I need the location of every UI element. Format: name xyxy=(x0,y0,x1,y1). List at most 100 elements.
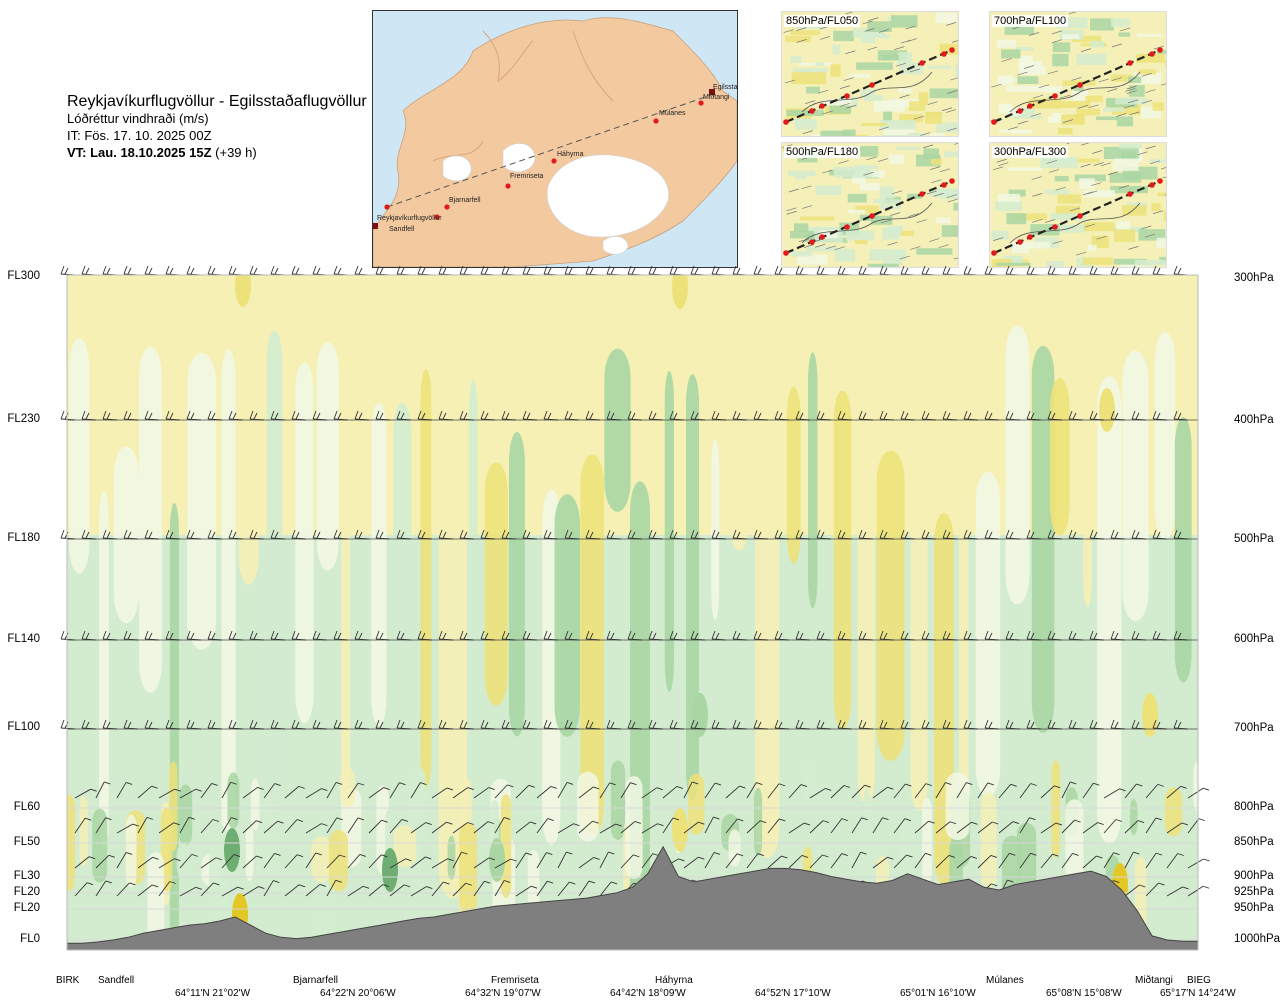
minimap-barb xyxy=(945,109,956,113)
field-cell xyxy=(1165,787,1183,837)
wind-barb xyxy=(1026,719,1042,730)
minimap-cell xyxy=(929,133,945,136)
minimap-barb xyxy=(864,28,875,32)
field-cell xyxy=(92,808,108,883)
wind-barb xyxy=(620,854,640,869)
map-label-fremriseta: Fremriseta xyxy=(510,173,544,180)
minimap-cell xyxy=(1055,17,1088,29)
minimap-cell xyxy=(880,199,902,210)
wind-barb xyxy=(123,529,139,540)
wind-barb xyxy=(956,782,973,799)
wind-barb xyxy=(690,630,706,641)
wind-barb xyxy=(599,823,622,834)
minimap-cell xyxy=(1003,78,1026,82)
minimap-cell xyxy=(1122,205,1147,216)
field-cell xyxy=(1129,798,1138,836)
wind-barb xyxy=(893,854,913,869)
wind-barb xyxy=(879,719,895,730)
minimap-cell xyxy=(916,248,953,255)
wind-barb xyxy=(746,853,764,869)
field-stripe xyxy=(857,339,875,804)
wind-barb xyxy=(116,823,139,834)
field-cell xyxy=(125,814,137,888)
wind-barb xyxy=(291,719,307,730)
field-cell xyxy=(459,823,478,914)
wind-barb xyxy=(858,529,874,540)
field-cell xyxy=(688,773,705,835)
wind-barb xyxy=(998,821,1020,834)
field-stripe xyxy=(438,487,467,899)
wind-barb xyxy=(179,853,198,869)
minimap-barb xyxy=(878,126,889,131)
field-cell xyxy=(857,827,881,884)
wind-barb xyxy=(123,410,139,421)
minimap-label: 300hPa/FL300 xyxy=(992,146,1069,158)
wind-barb xyxy=(1152,630,1168,641)
field-cell xyxy=(209,824,229,932)
wind-barb xyxy=(333,410,349,421)
minimap-cell xyxy=(953,202,958,211)
minimap-barb xyxy=(1128,246,1139,250)
minimap-cell xyxy=(819,230,838,239)
minimap-barb xyxy=(998,162,1009,166)
wind-barb xyxy=(144,410,160,421)
minimap-barb xyxy=(1030,113,1041,117)
wind-barb xyxy=(879,410,895,421)
minimap-waypoint xyxy=(1127,60,1133,66)
wind-barb xyxy=(536,880,554,897)
field-stripe xyxy=(729,397,749,551)
wind-barb xyxy=(1089,410,1105,421)
wind-barb xyxy=(137,856,159,869)
wind-barb xyxy=(1187,858,1210,869)
minimap-cell xyxy=(873,199,884,203)
minimap-barb xyxy=(1051,30,1062,35)
waypoint-label: Háhyrna xyxy=(655,975,693,986)
minimap-barb xyxy=(1126,90,1137,94)
wind-barb xyxy=(1131,265,1147,276)
wind-barb xyxy=(123,719,139,730)
minimap-cell xyxy=(1006,85,1043,92)
minimap-cell xyxy=(1128,85,1145,97)
wind-barb xyxy=(1166,886,1189,897)
minimap-barb xyxy=(1080,163,1091,168)
wind-barb xyxy=(900,630,916,641)
wind-barb xyxy=(690,410,706,421)
minimap-barb xyxy=(1071,77,1082,81)
minimap-cell xyxy=(790,231,815,239)
wind-barb xyxy=(578,786,600,799)
minimap-cell xyxy=(822,99,852,106)
wind-barb xyxy=(438,529,454,540)
minimap-cell xyxy=(916,154,941,167)
wind-barb xyxy=(480,719,496,730)
field-stripe xyxy=(910,414,928,811)
minimap-cell xyxy=(1018,55,1033,67)
wind-barb xyxy=(375,529,391,540)
minimap-cell xyxy=(1071,35,1102,43)
field-cell xyxy=(1149,862,1170,911)
minimap-cell xyxy=(848,209,866,214)
coord-label: 64°32'N 19°07'W xyxy=(465,988,541,999)
wind-barb xyxy=(1047,719,1063,730)
minimap-barb xyxy=(822,169,833,174)
wind-barb xyxy=(1173,265,1189,276)
wind-barb xyxy=(683,781,699,799)
wind-barb xyxy=(480,630,496,641)
wind-barb xyxy=(368,819,388,834)
minimap-barb xyxy=(845,50,856,55)
wind-barb xyxy=(263,880,280,897)
minimap-cell xyxy=(856,62,893,70)
minimap-cell xyxy=(1138,69,1156,75)
wind-barb xyxy=(1152,410,1168,421)
minimap-barb xyxy=(801,205,813,209)
minimap-barb xyxy=(1031,176,1042,180)
minimap-barb xyxy=(1141,99,1153,104)
wind-barb xyxy=(431,858,454,869)
minimap-barb xyxy=(1028,32,1040,36)
wind-barb xyxy=(1089,529,1105,540)
waypoint-label: Fremriseta xyxy=(491,975,539,986)
vertical-velocity-field xyxy=(67,275,1198,950)
minimap-cell xyxy=(1044,189,1070,195)
minimap-waypoint xyxy=(941,51,947,57)
minimap-barb xyxy=(822,110,833,115)
field-cell xyxy=(945,772,970,841)
